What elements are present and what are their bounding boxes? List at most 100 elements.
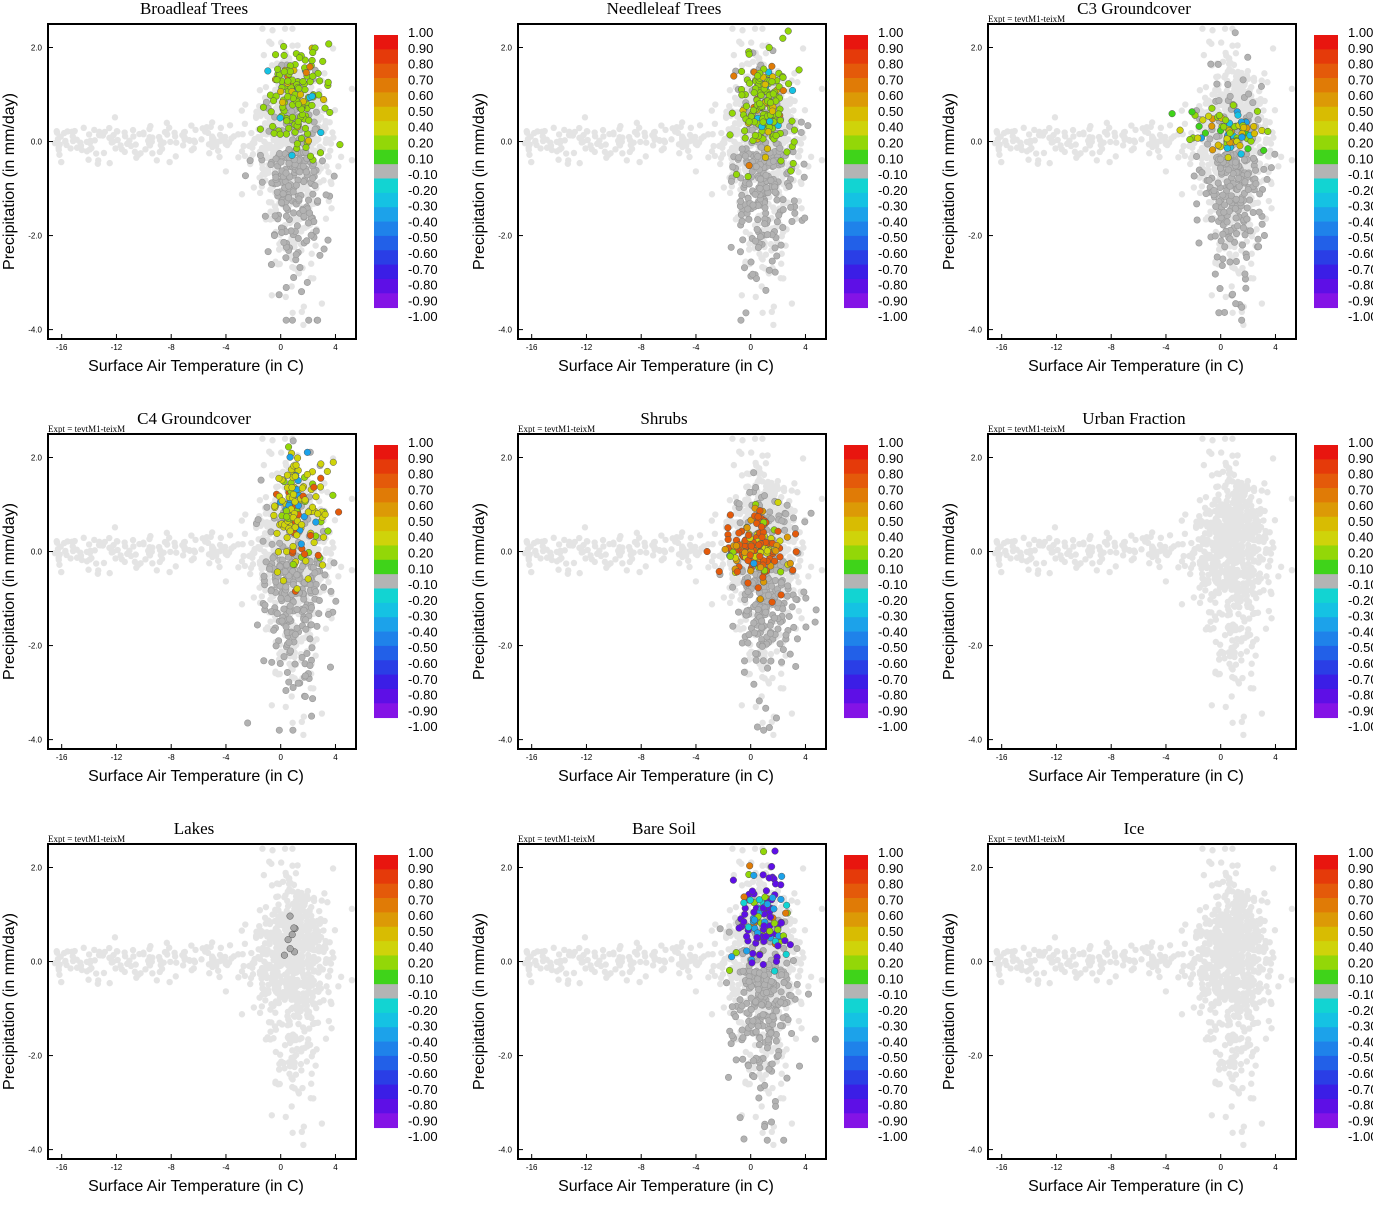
neutral-point (1239, 242, 1245, 248)
background-point (173, 153, 179, 159)
background-point (1086, 138, 1092, 144)
neutral-point (1225, 81, 1231, 87)
background-point (248, 540, 254, 546)
background-point (182, 129, 188, 135)
neutral-point (294, 223, 300, 229)
colorbar-label: -0.40 (1348, 214, 1373, 229)
neutral-point (259, 179, 265, 185)
colorbar-swatch (1314, 107, 1338, 122)
neutral-point (780, 206, 786, 212)
background-point (1259, 77, 1265, 83)
background-point (759, 256, 765, 262)
background-point (276, 246, 282, 252)
data-point (738, 68, 745, 75)
background-point (1289, 86, 1295, 92)
background-point (87, 548, 93, 554)
colorbar-label: -0.70 (878, 262, 908, 277)
background-point (606, 131, 612, 137)
colorbar-label: 0.20 (878, 135, 903, 150)
neutral-point (1247, 228, 1253, 234)
neutral-point (1232, 30, 1238, 36)
background-point (282, 26, 288, 32)
neutral-point (274, 189, 280, 195)
neutral-point (1215, 61, 1221, 67)
neutral-point (805, 122, 811, 128)
neutral-point (798, 129, 804, 135)
background-point (571, 150, 577, 156)
background-point (122, 543, 128, 549)
background-point (84, 148, 90, 154)
neutral-point (1242, 232, 1248, 238)
data-point (289, 114, 296, 121)
background-point (557, 138, 563, 144)
neutral-point (746, 181, 752, 187)
background-point (794, 79, 800, 85)
background-point (269, 702, 275, 708)
background-point (537, 145, 543, 151)
data-point (1235, 112, 1242, 119)
neutral-point (757, 176, 763, 182)
colorbar-swatch (844, 150, 868, 165)
neutral-point (761, 221, 767, 227)
background-point (149, 150, 155, 156)
background-point (1197, 190, 1203, 196)
background-point (565, 157, 571, 163)
background-point (167, 139, 173, 145)
neutral-point (276, 292, 282, 298)
background-point (580, 132, 586, 138)
colorbar-label: -0.40 (878, 214, 908, 229)
colorbar-label: -0.50 (878, 230, 908, 245)
neutral-point (283, 213, 289, 219)
data-point (319, 58, 326, 65)
colorbar-label: 0.80 (1348, 57, 1373, 72)
x-tick-label: 4 (333, 343, 338, 352)
data-point (287, 68, 294, 75)
background-point (1266, 198, 1272, 204)
background-point (594, 141, 600, 147)
background-point (650, 142, 656, 148)
background-point (242, 531, 248, 537)
background-point (1209, 27, 1215, 33)
background-point (289, 26, 295, 32)
background-point (257, 87, 263, 93)
background-point (124, 141, 130, 147)
data-point (295, 85, 302, 92)
background-point (1278, 154, 1284, 160)
background-point (998, 159, 1004, 165)
neutral-point (322, 572, 328, 578)
background-point (52, 550, 58, 556)
background-point (209, 139, 215, 145)
data-point (791, 139, 798, 146)
background-point (752, 26, 758, 32)
background-point (709, 107, 715, 113)
neutral-point (1217, 156, 1223, 162)
background-point (705, 154, 711, 160)
colorbar-label: -0.80 (1348, 278, 1373, 293)
neutral-point (317, 252, 323, 258)
background-point (753, 294, 759, 300)
background-point (1025, 157, 1031, 163)
neutral-point (772, 269, 778, 275)
data-point (739, 92, 746, 99)
background-point (1207, 208, 1213, 214)
background-point (70, 133, 76, 139)
background-point (239, 541, 245, 547)
data-point (752, 132, 759, 139)
data-point (790, 160, 797, 167)
colorbar-swatch (1314, 49, 1338, 64)
colorbar-label: -0.10 (1348, 167, 1373, 182)
colorbar-swatch (1314, 179, 1338, 194)
neutral-point (308, 232, 314, 238)
background-point (1132, 139, 1138, 145)
colorbar-label: 0.80 (408, 57, 433, 72)
neutral-point (749, 271, 755, 277)
data-point (1240, 124, 1247, 131)
background-point (1275, 163, 1281, 169)
background-point (327, 147, 333, 153)
neutral-point (754, 216, 760, 222)
neutral-point (739, 192, 745, 198)
neutral-point (1224, 219, 1230, 225)
colorbar-swatch (1314, 64, 1338, 79)
background-point (272, 670, 278, 676)
